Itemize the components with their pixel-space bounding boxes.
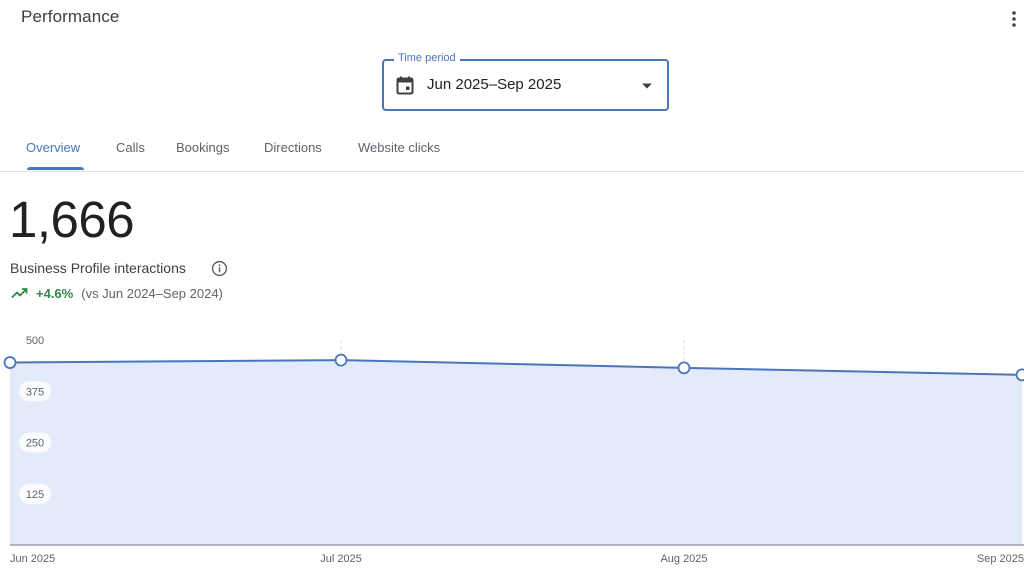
interactions-area-chart: 125 250 375 500 Jun 2025 Jul 2025 Aug 2025 Sep … bbox=[3, 335, 1024, 565]
calendar-icon bbox=[396, 76, 414, 95]
time-period-select[interactable]: Time period Jun 2025–Sep 2025 bbox=[382, 52, 669, 111]
more-vert-icon bbox=[1012, 11, 1016, 27]
trending-up-icon bbox=[11, 288, 28, 299]
active-tab-indicator bbox=[27, 167, 84, 170]
y-tick-pill bbox=[19, 483, 51, 504]
info-icon[interactable] bbox=[211, 260, 228, 277]
tab-overview[interactable]: Overview bbox=[26, 140, 81, 155]
x-tick-label: Jun 2025 bbox=[10, 553, 55, 565]
x-tick-label: Aug 2025 bbox=[660, 553, 707, 565]
tab-calls[interactable]: Calls bbox=[116, 140, 145, 155]
data-point bbox=[334, 353, 348, 367]
y-tick-label: 375 bbox=[26, 386, 44, 398]
arrow-drop-down-icon bbox=[642, 83, 652, 89]
trend-compare: (vs Jun 2024–Sep 2024) bbox=[81, 285, 223, 301]
more-options-button[interactable] bbox=[1004, 8, 1024, 30]
tab-website-clicks[interactable]: Website clicks bbox=[358, 140, 441, 155]
page-title: Performance bbox=[21, 7, 120, 26]
area-fill bbox=[10, 360, 1022, 545]
y-tick-pill bbox=[19, 432, 51, 453]
series-line bbox=[9, 359, 1023, 376]
data-point bbox=[3, 356, 17, 369]
data-point bbox=[677, 361, 691, 375]
total-interactions-value: 1,666 bbox=[9, 191, 135, 248]
y-tick-pill bbox=[19, 381, 51, 402]
trend-percent: +4.6% bbox=[36, 285, 74, 301]
tab-directions[interactable]: Directions bbox=[264, 140, 322, 155]
data-point bbox=[1015, 368, 1024, 382]
x-tick-label: Jul 2025 bbox=[320, 553, 362, 565]
y-tick-label: 250 bbox=[26, 438, 44, 450]
trend-row: +4.6% (vs Jun 2024–Sep 2024) bbox=[11, 285, 223, 301]
tab-bookings[interactable]: Bookings bbox=[176, 140, 230, 155]
time-period-label: Time period bbox=[394, 52, 460, 64]
y-tick-label: 500 bbox=[26, 335, 44, 347]
x-tick-label: Sep 2025 bbox=[977, 553, 1024, 565]
tab-bar: Overview Calls Bookings Directions Websi… bbox=[0, 129, 1024, 172]
y-tick-label: 125 bbox=[26, 489, 44, 501]
metric-label: Business Profile interactions bbox=[10, 260, 186, 276]
time-period-value: Jun 2025–Sep 2025 bbox=[427, 76, 562, 93]
